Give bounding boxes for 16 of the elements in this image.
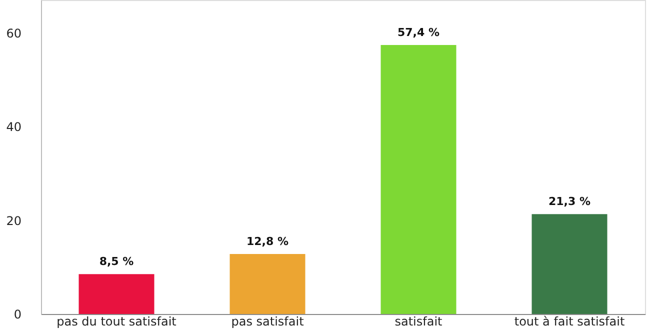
x-tick-label: tout à fait satisfait xyxy=(514,314,625,328)
data-label: 21,3 % xyxy=(548,195,590,208)
bar xyxy=(78,274,154,314)
data-label: 57,4 % xyxy=(398,26,440,39)
data-label: 8,5 % xyxy=(99,255,134,268)
y-tick-label: 0 xyxy=(14,308,22,322)
bar xyxy=(380,44,456,314)
bar xyxy=(532,214,608,314)
x-tick-label: pas du tout satisfait xyxy=(56,314,177,328)
x-tick-label: satisfait xyxy=(394,314,443,328)
x-tick-label: pas satisfait xyxy=(231,314,304,328)
bar xyxy=(230,254,306,314)
y-tick-label: 20 xyxy=(6,214,22,228)
y-tick-label: 40 xyxy=(6,120,22,134)
y-tick-label: 60 xyxy=(6,26,22,40)
data-label: 12,8 % xyxy=(246,235,288,248)
